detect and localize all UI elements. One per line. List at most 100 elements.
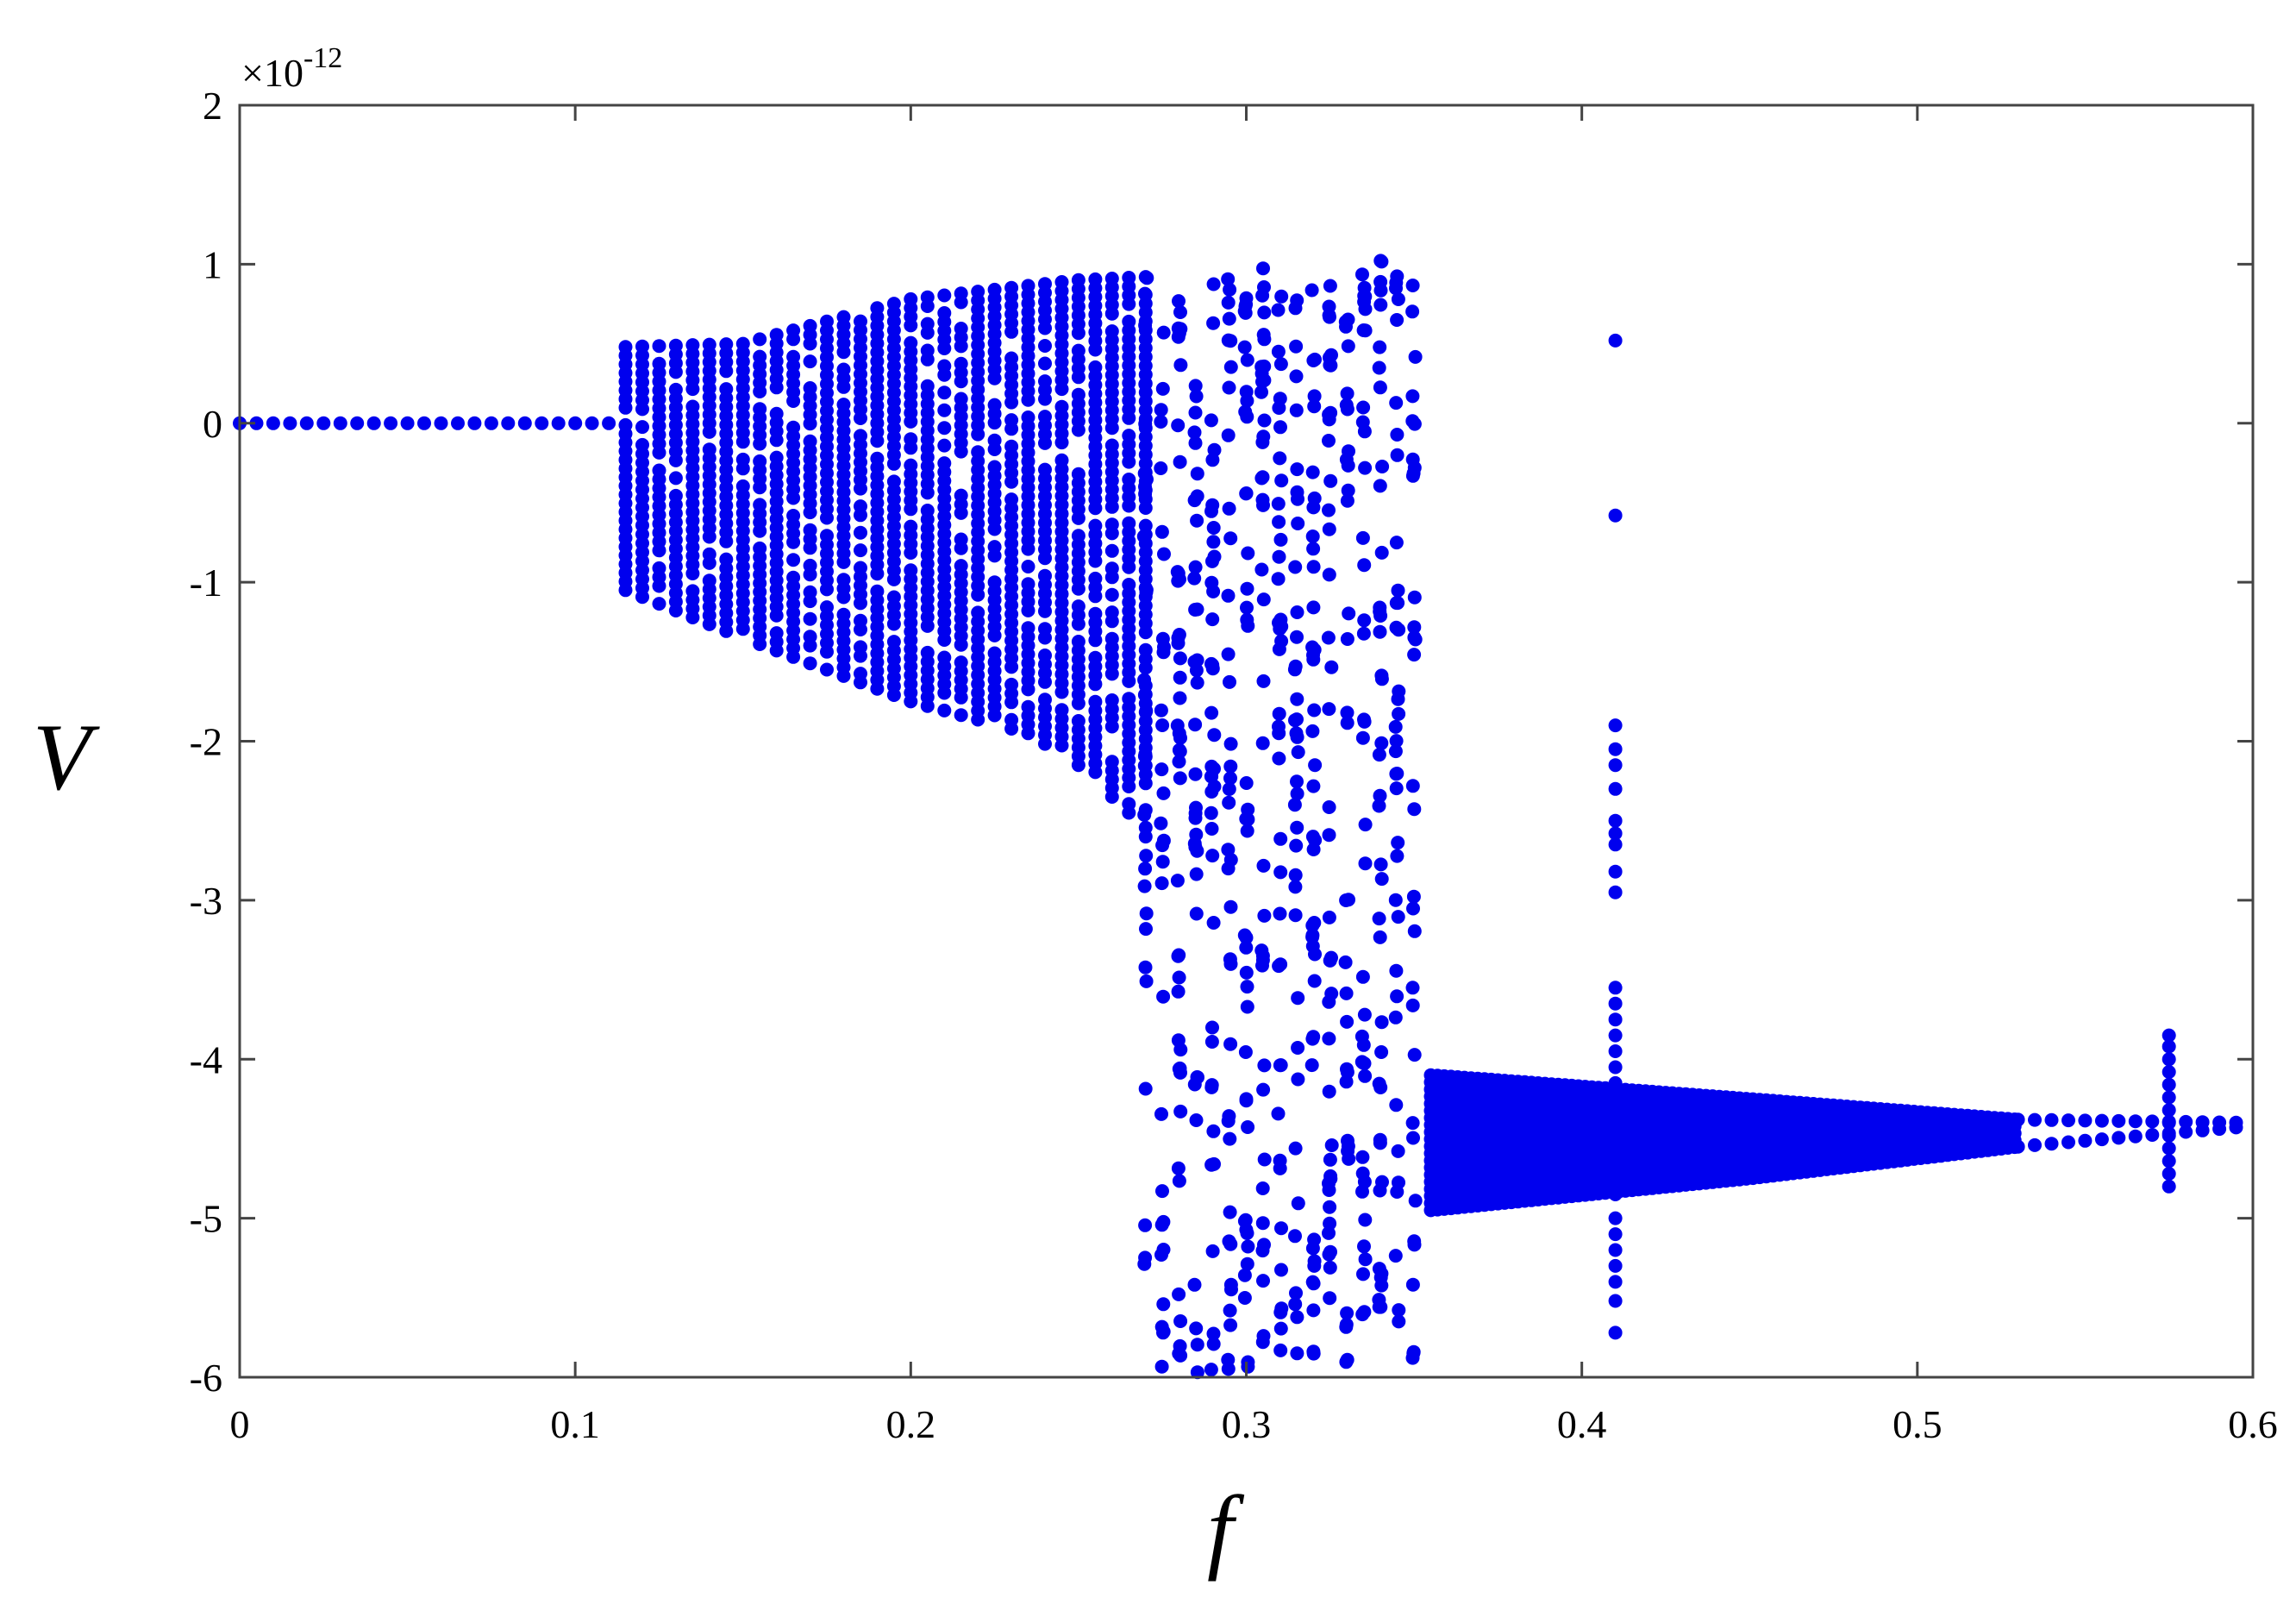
y-tick-label: 1 <box>203 242 222 286</box>
scatter-point <box>1238 305 1253 320</box>
scatter-point <box>1188 436 1203 450</box>
scatter-point <box>635 339 649 354</box>
scatter-point <box>1221 272 1236 286</box>
scatter-point <box>1340 1062 1354 1076</box>
scatter-point <box>1173 358 1188 373</box>
scatter-point <box>1373 1081 1388 1094</box>
scatter-point <box>1256 1329 1271 1344</box>
scatter-point <box>1172 743 1186 757</box>
scatter-point <box>1222 501 1236 516</box>
scatter-point <box>1390 989 1405 1004</box>
scatter-point <box>803 558 817 573</box>
scatter-point <box>1156 645 1171 660</box>
scatter-point <box>1291 1072 1305 1087</box>
scatter-point <box>1322 522 1336 536</box>
scatter-point <box>1205 1244 1220 1258</box>
scatter-point <box>1322 1031 1336 1046</box>
scatter-point <box>1238 1045 1253 1059</box>
scatter-point <box>1137 758 1152 773</box>
scatter-point <box>803 656 817 671</box>
scatter-point <box>1323 1291 1337 1306</box>
scatter-point <box>1154 762 1169 777</box>
scatter-point <box>1273 1321 1288 1336</box>
scatter-point <box>1273 1305 1288 1319</box>
scatter-point <box>1289 838 1304 853</box>
scatter-point <box>1205 849 1220 863</box>
scatter-point <box>1257 305 1272 320</box>
scatter-point <box>1373 380 1387 395</box>
scatter-point <box>1608 1075 1623 1090</box>
scatter-point <box>1171 418 1186 433</box>
y-exponent-power: -12 <box>303 42 342 74</box>
scatter-point <box>1173 572 1186 586</box>
scatter-point <box>1392 1303 1406 1318</box>
scatter-point <box>1088 694 1103 709</box>
scatter-point <box>1323 473 1338 488</box>
scatter-point <box>1255 374 1269 389</box>
scatter-point <box>1388 1249 1403 1263</box>
scatter-point <box>1122 692 1136 706</box>
scatter-point <box>1274 1263 1288 1277</box>
scatter-point <box>1256 261 1270 276</box>
scatter-point <box>1273 1153 1287 1168</box>
scatter-point <box>1187 425 1202 440</box>
scatter-point <box>467 416 482 430</box>
scatter-point <box>1256 1274 1270 1288</box>
scatter-point <box>1173 670 1187 685</box>
scatter-point <box>904 432 918 447</box>
scatter-point <box>954 532 968 547</box>
scatter-point <box>1290 462 1304 477</box>
scatter-point <box>1204 822 1219 836</box>
scatter-point <box>854 613 867 628</box>
scatter-point <box>1390 313 1405 327</box>
scatter-point <box>1358 856 1373 871</box>
scatter-point <box>1608 1012 1623 1027</box>
scatter-point <box>1189 1113 1204 1127</box>
scatter-point <box>1071 599 1085 614</box>
scatter-point <box>1338 315 1353 329</box>
scatter-point <box>1407 648 1422 662</box>
scatter-point <box>1222 380 1236 395</box>
scatter-point <box>1339 1355 1354 1369</box>
scatter-point <box>1288 560 1303 574</box>
scatter-point <box>1223 899 1238 914</box>
scatter-point <box>1204 805 1218 820</box>
scatter-point <box>1390 448 1405 462</box>
scatter-point <box>1173 771 1187 786</box>
scatter-point <box>2161 1179 2176 1194</box>
scatter-point <box>1372 799 1386 813</box>
scatter-point <box>1356 626 1371 641</box>
scatter-point <box>1223 759 1238 774</box>
scatter-point <box>1290 605 1304 619</box>
scatter-point <box>1608 1028 1623 1043</box>
y-tick-label: -3 <box>190 879 222 923</box>
scatter-point <box>1154 816 1168 830</box>
scatter-point <box>1204 769 1218 784</box>
scatter-point <box>1122 271 1136 285</box>
scatter-point <box>1189 1321 1204 1336</box>
scatter-point <box>1237 1291 1252 1305</box>
scatter-point <box>1289 339 1304 354</box>
scatter-point <box>1357 613 1372 628</box>
scatter-point <box>1190 653 1204 667</box>
scatter-point <box>1405 304 1420 319</box>
scatter-point <box>1137 687 1152 702</box>
scatter-point <box>2179 1114 2193 1129</box>
scatter-point <box>1322 828 1336 843</box>
scatter-point <box>1189 800 1203 815</box>
scatter-point <box>1256 592 1271 607</box>
scatter-point <box>920 316 935 331</box>
scatter-point <box>1138 1218 1153 1232</box>
scatter-point <box>1054 399 1069 414</box>
scatter-point <box>1173 651 1187 666</box>
scatter-point <box>803 354 817 369</box>
scatter-point <box>1071 635 1085 649</box>
x-tick-labels: 0 0.1 0.2 0.3 0.4 0.5 0.6 <box>230 1402 2278 1446</box>
scatter-point <box>1407 924 1422 938</box>
scatter-point <box>2161 1090 2176 1105</box>
scatter-point <box>1154 1359 1169 1374</box>
x-tick-label: 0.5 <box>1892 1402 1943 1446</box>
scatter-point <box>1054 703 1069 718</box>
scatter-point <box>1038 277 1052 291</box>
scatter-point <box>1374 736 1389 750</box>
